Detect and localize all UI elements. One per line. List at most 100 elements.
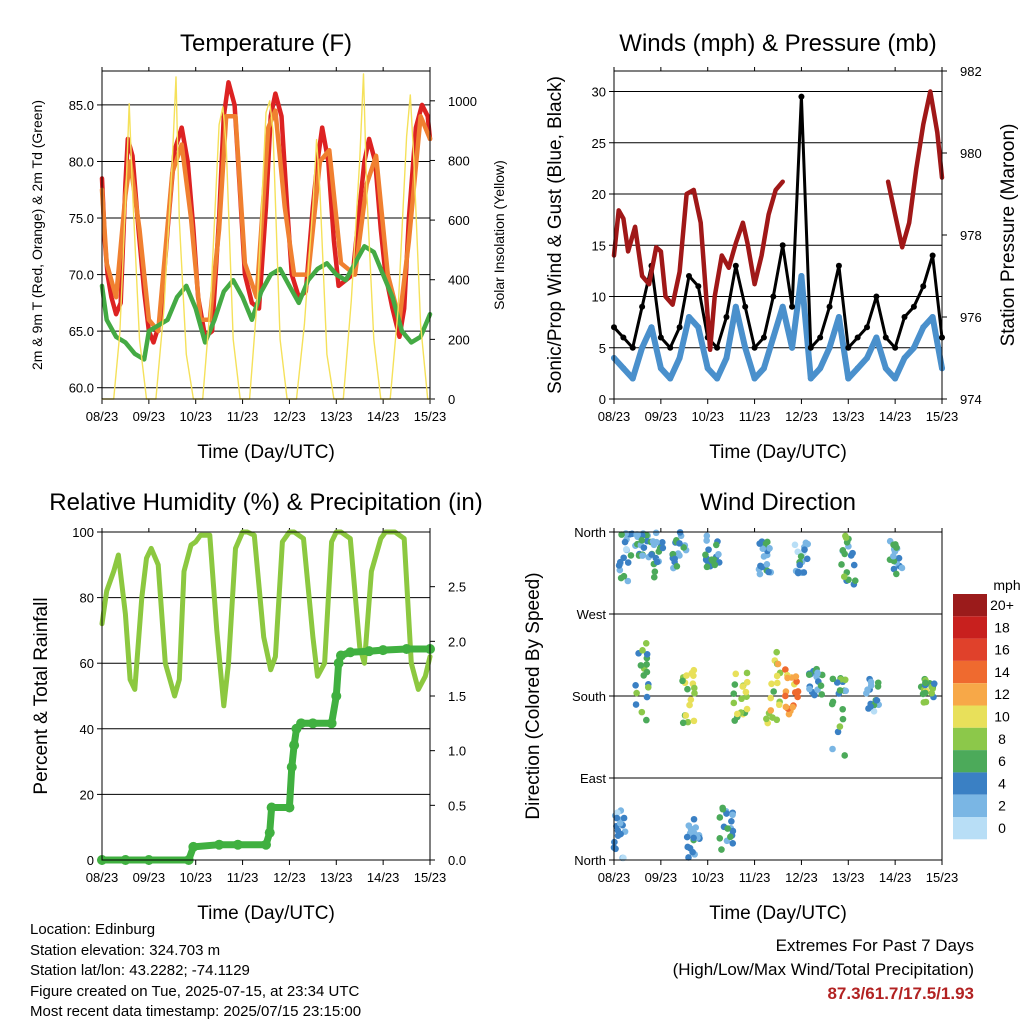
chart4-xtick-label: 13/23 — [832, 870, 865, 885]
chart4-xtick-label: 15/23 — [926, 870, 959, 885]
chart4-point — [676, 552, 683, 559]
chart4-point — [703, 537, 710, 544]
chart4-point — [689, 848, 696, 856]
chart3-xtick-label: 15/23 — [414, 870, 447, 885]
chart2-series-point — [929, 314, 936, 320]
chart4-point — [890, 557, 898, 565]
chart2-title: Winds (mph) & Pressure (mb) — [619, 30, 936, 57]
chart4-point — [743, 669, 751, 677]
chart4-point — [690, 834, 697, 842]
chart2-series-point — [723, 355, 730, 361]
chart4-xtick-label: 08/23 — [598, 870, 631, 885]
chart4-data — [610, 529, 938, 862]
chart4-point — [692, 824, 700, 831]
chart2-xtick-label: 09/23 — [645, 409, 678, 424]
chart4-point — [763, 561, 771, 568]
chart3-y2tick-label: 0.5 — [448, 798, 466, 813]
chart3-series-point — [261, 839, 271, 850]
chart4-point — [659, 544, 667, 552]
chart4-point — [703, 563, 711, 571]
chart3-series-total-rainfall — [98, 645, 434, 864]
chart2-series-point — [845, 375, 852, 382]
chart4-point — [703, 532, 711, 540]
chart4-point — [796, 561, 804, 569]
chart4-point — [814, 669, 821, 677]
chart4-point — [731, 717, 739, 724]
chart4-point — [727, 833, 734, 841]
chart2-series-point — [742, 344, 749, 351]
chart2-series-point — [779, 303, 786, 310]
chart3-xtick-label: 12/23 — [273, 870, 306, 885]
chart4-point — [690, 672, 697, 679]
chart4-point — [742, 688, 750, 696]
chart4-point — [766, 545, 773, 552]
chart2-xtick-label: 11/23 — [739, 409, 771, 424]
chart1-ytick-label: 65.0 — [69, 324, 94, 339]
chart2-series-point — [704, 365, 711, 372]
chart4-ytick-label: South — [572, 689, 606, 704]
chart4-point — [784, 674, 791, 682]
chart4-point — [651, 568, 659, 576]
chart2-series-point — [648, 324, 655, 331]
chart4-point — [874, 679, 882, 687]
chart2-ytick-label: 0 — [599, 392, 606, 407]
chart4-point — [851, 577, 859, 585]
chart2-series-point — [826, 344, 833, 351]
chart3-series-point — [284, 802, 295, 813]
chart4-point — [620, 572, 628, 580]
chart2-series-point — [845, 344, 852, 351]
chart2-series-point — [620, 334, 627, 341]
chart1-xlabel: Time (Day/UTC) — [197, 442, 335, 463]
chart4-point — [792, 673, 800, 680]
chart4-point — [893, 570, 900, 578]
chart4-legend-label: 8 — [998, 731, 1006, 747]
chart4-point — [620, 814, 628, 822]
chart4-point — [801, 546, 808, 553]
chart2-series-station-pressure — [611, 179, 785, 353]
chart4-point — [637, 662, 645, 669]
chart2-y2tick-label: 980 — [960, 146, 982, 161]
chart1-xtick-label: 13/23 — [320, 409, 353, 424]
chart4-point — [679, 719, 687, 727]
chart2-series-point — [676, 355, 683, 361]
chart4-point — [650, 573, 658, 581]
chart1-frame — [101, 70, 431, 400]
chart4-title: Wind Direction — [700, 489, 856, 516]
chart4-point — [791, 541, 799, 549]
chart4-point — [768, 680, 775, 688]
chart4-legend-swatch — [953, 594, 987, 617]
chart4-point — [702, 551, 709, 559]
chart2-series-point — [873, 334, 880, 341]
chart4-legend-swatch — [953, 616, 987, 639]
chart4-ytick-label: West — [577, 607, 607, 622]
chart4-point — [756, 570, 764, 578]
chart4-point — [730, 690, 738, 697]
chart3-series-point — [266, 802, 277, 813]
chart4-point — [650, 541, 658, 549]
chart4-xtick-label: 14/23 — [879, 870, 912, 885]
chart4-point — [632, 701, 640, 708]
chart4-point — [632, 682, 639, 689]
chart4-point — [789, 703, 797, 711]
chart1-xtick-label: 10/23 — [179, 409, 212, 424]
chart4-point — [723, 810, 730, 817]
chart2-y2tick-label: 982 — [960, 64, 982, 79]
chart4-point — [716, 835, 724, 842]
chart4-ylabel: Direction (Colored By Speed) — [523, 572, 544, 819]
chart4-point — [928, 689, 936, 697]
chart1-xtick-label: 09/23 — [133, 409, 166, 424]
chart4-point — [760, 553, 768, 560]
chart2-series-point — [789, 303, 796, 310]
station-elevation: Station elevation: 324.703 m — [30, 941, 221, 959]
chart2-ytick-label: 25 — [592, 136, 606, 151]
chart2-series-point — [901, 355, 908, 361]
chart4-legend-label: 16 — [994, 642, 1010, 658]
chart2-series-point — [817, 365, 824, 372]
chart4-xtick-label: 09/23 — [645, 870, 678, 885]
chart2-series-gust — [612, 95, 944, 350]
chart4-point — [685, 822, 693, 829]
chart4-point — [840, 573, 848, 580]
figure-created: Figure created on Tue, 2025-07-15, at 23… — [30, 982, 360, 1000]
chart2-xtick-label: 10/23 — [691, 409, 724, 424]
chart4-point — [743, 678, 751, 686]
